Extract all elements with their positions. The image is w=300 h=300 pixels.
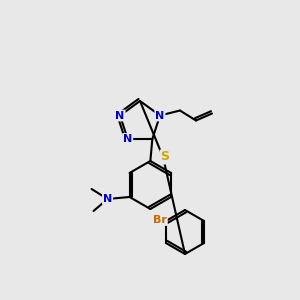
Text: N: N xyxy=(116,110,125,121)
Text: Br: Br xyxy=(153,215,167,225)
Text: N: N xyxy=(123,134,132,144)
Text: N: N xyxy=(155,110,165,121)
Text: S: S xyxy=(160,151,169,164)
Text: N: N xyxy=(103,194,112,204)
